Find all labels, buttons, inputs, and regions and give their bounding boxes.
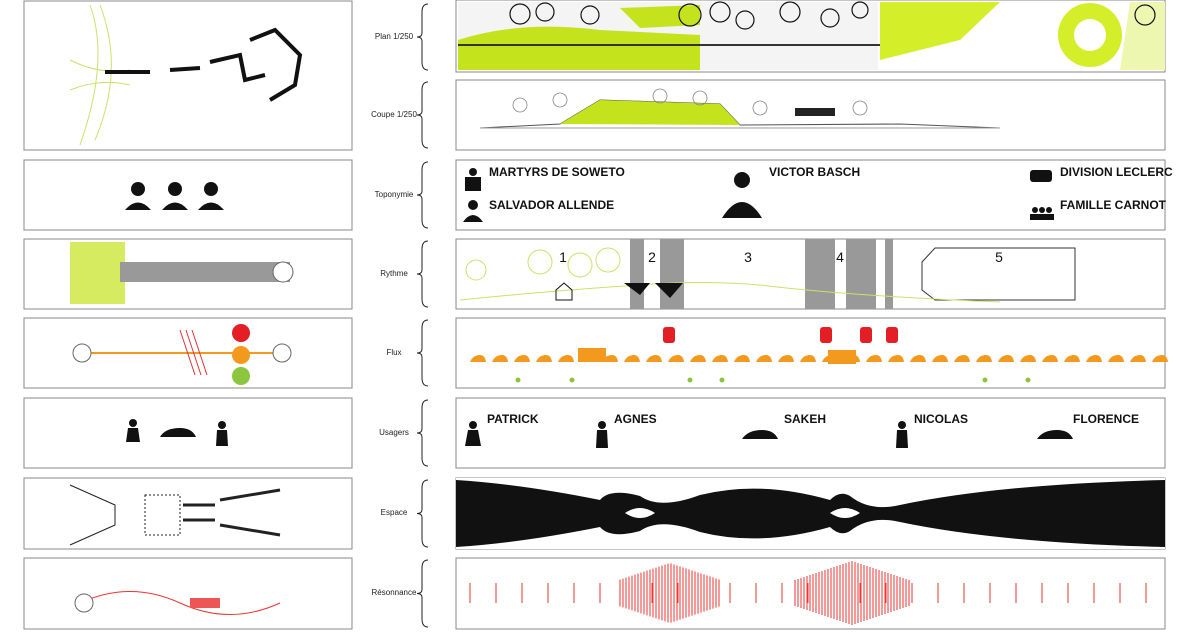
brace (416, 240, 429, 308)
car-icon (910, 355, 926, 362)
pedestrian-icon (515, 377, 521, 383)
car-icon (888, 355, 904, 362)
brace (416, 161, 429, 229)
rythme-number: 5 (995, 249, 1003, 265)
toponym: VICTOR BASCH (769, 165, 860, 179)
plan-mini-box (23, 0, 353, 151)
espace-mini (69, 484, 281, 546)
car-icon (800, 355, 816, 362)
car-icon (1130, 355, 1146, 362)
user-name: NICOLAS (914, 412, 968, 426)
brace (416, 399, 429, 467)
resonnance-drawing (469, 561, 1147, 625)
car-icon (712, 355, 728, 362)
rythme-number: 1 (559, 249, 567, 265)
flux-box (455, 317, 1166, 389)
car-icon (954, 355, 970, 362)
toponymie-mini-silhouettes (125, 182, 224, 210)
row-label: Rythme (380, 269, 408, 278)
pedestrian-icon (569, 377, 575, 383)
car-icon (932, 355, 948, 362)
user-name: PATRICK (487, 412, 539, 426)
rythme-mini (70, 242, 294, 304)
row-label: Usagers (379, 428, 409, 437)
toponymie-mini-box (23, 159, 353, 231)
car-icon (668, 355, 684, 362)
car-icon (778, 355, 794, 362)
car-icon (470, 355, 486, 362)
brace (416, 81, 429, 149)
car-icon (646, 355, 662, 362)
tram-icon (663, 327, 675, 343)
car-icon (1042, 355, 1058, 362)
user-name: SAKEH (784, 412, 826, 426)
espace-drawing (456, 478, 1165, 549)
car-icon (1152, 355, 1168, 362)
brace (416, 479, 429, 548)
rythme-number: 2 (648, 249, 656, 265)
espace-mini-box (23, 477, 353, 550)
car-icon (866, 355, 882, 362)
row-label: Plan 1/250 (375, 32, 414, 41)
car-icon (1020, 355, 1036, 362)
truck-icon (828, 350, 856, 364)
car-icon (492, 355, 508, 362)
usagers-mini (126, 419, 228, 446)
pedestrian-icon (982, 377, 988, 383)
car-icon (1064, 355, 1080, 362)
plan-mini (69, 4, 303, 146)
user-name: AGNES (614, 412, 657, 426)
toponymie-icons (463, 168, 1054, 222)
row-label: Flux (386, 348, 401, 357)
tram-icon (886, 327, 898, 343)
resonnance-mini-box (23, 557, 353, 630)
resonnance-mini (74, 591, 281, 615)
row-label: Résonnance (372, 588, 417, 597)
car-icon (756, 355, 772, 362)
braces (416, 3, 429, 628)
coupe-drawing (479, 88, 1001, 129)
tram-icon (820, 327, 832, 343)
row-label: Espace (381, 508, 408, 517)
tram-icon (860, 327, 872, 343)
pedestrian-icon (687, 377, 693, 383)
car-icon (624, 355, 640, 362)
brace (416, 559, 429, 628)
toponym: DIVISION LECLERC (1060, 165, 1173, 179)
row-label: Coupe 1/250 (371, 110, 417, 119)
car-icon (690, 355, 706, 362)
car-icon (536, 355, 552, 362)
rythme-number: 3 (744, 249, 752, 265)
rythme-number: 4 (836, 249, 844, 265)
car-icon (998, 355, 1014, 362)
rythme-drawing (459, 239, 1076, 309)
flux-mini (72, 324, 292, 385)
toponym: MARTYRS DE SOWETO (489, 165, 625, 179)
brace (416, 3, 429, 71)
car-icon (734, 355, 750, 362)
car-icon (558, 355, 574, 362)
toponym: SALVADOR ALLENDE (489, 198, 614, 212)
car-icon (1086, 355, 1102, 362)
usagers-icons (465, 421, 1073, 448)
truck-icon (578, 348, 606, 362)
brace (416, 319, 429, 387)
car-icon (976, 355, 992, 362)
pedestrian-icon (719, 377, 725, 383)
car-icon (514, 355, 530, 362)
user-name: FLORENCE (1073, 412, 1139, 426)
row-label: Toponymie (375, 190, 414, 199)
plan-drawing (458, 1, 1165, 71)
car-icon (1108, 355, 1124, 362)
toponym: FAMILLE CARNOT (1060, 198, 1167, 212)
flux-drawing (470, 327, 1168, 383)
pedestrian-icon (1025, 377, 1031, 383)
